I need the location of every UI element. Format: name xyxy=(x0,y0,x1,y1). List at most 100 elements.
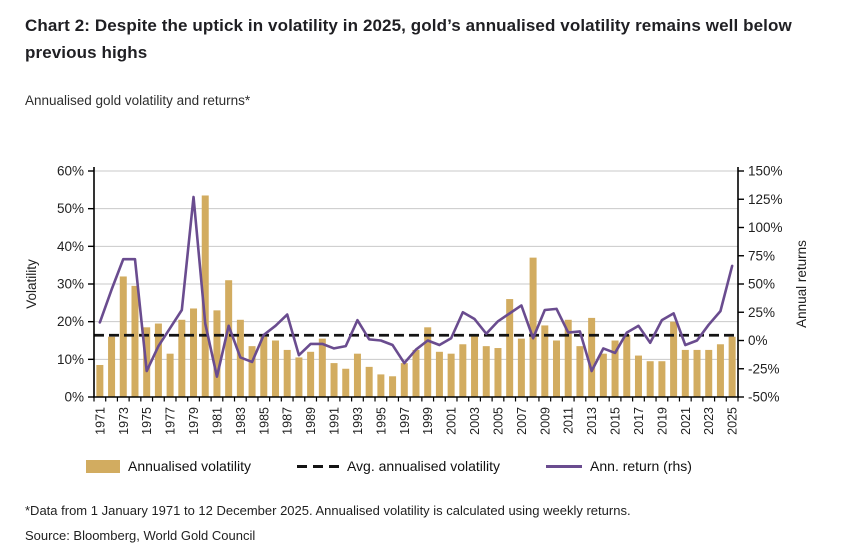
footnote: *Data from 1 January 1971 to 12 December… xyxy=(25,503,631,518)
x-axis-tick-label: 2023 xyxy=(702,407,716,435)
right-axis-title: Annual returns xyxy=(794,240,809,328)
bar-swatch-icon xyxy=(86,459,120,473)
volatility-bar xyxy=(389,376,397,397)
volatility-bar xyxy=(108,336,116,397)
chart-legend: Annualised volatility Avg. annualised vo… xyxy=(86,458,692,474)
x-axis-tick-label: 2013 xyxy=(585,407,599,435)
legend-label-avg: Avg. annualised volatility xyxy=(346,458,501,474)
volatility-bar xyxy=(482,346,490,397)
volatility-bar xyxy=(330,363,338,397)
volatility-bar xyxy=(190,308,198,397)
x-axis-tick-label: 1987 xyxy=(281,407,295,435)
volatility-bar xyxy=(634,355,642,397)
volatility-bar xyxy=(377,374,385,397)
volatility-bar xyxy=(459,344,467,397)
volatility-bar xyxy=(670,321,678,397)
x-axis-tick-label: 2003 xyxy=(468,407,482,435)
volatility-bar xyxy=(213,310,221,397)
volatility-bar xyxy=(529,257,537,397)
volatility-bar xyxy=(576,346,584,397)
volatility-bar xyxy=(658,361,666,397)
volatility-bar xyxy=(271,340,279,397)
volatility-bar xyxy=(119,276,127,397)
line-swatch-icon xyxy=(546,464,583,468)
annual-return-line xyxy=(98,195,734,378)
left-axis-title: Volatility xyxy=(24,259,39,309)
left-axis-tick-label: 50% xyxy=(57,201,84,216)
volatility-bar xyxy=(599,353,607,397)
x-axis-tick-label: 1983 xyxy=(234,407,248,435)
volatility-bar xyxy=(295,357,303,397)
volatility-bar xyxy=(564,319,572,397)
volatility-bar xyxy=(716,344,724,397)
x-axis-tick-label: 1977 xyxy=(164,407,178,435)
x-axis-tick-label: 1995 xyxy=(374,407,388,435)
x-axis-tick-label: 1971 xyxy=(93,407,107,435)
volatility-bar xyxy=(248,346,256,397)
volatility-bar xyxy=(283,349,291,397)
volatility-bar xyxy=(201,195,209,397)
x-axis-tick-label: 2025 xyxy=(726,407,740,435)
left-axis-tick-label: 0% xyxy=(64,390,84,405)
right-axis-tick-label: 125% xyxy=(748,192,783,207)
volatility-bar xyxy=(307,351,315,397)
x-axis-tick-label: 1989 xyxy=(304,407,318,435)
volatility-bar xyxy=(506,299,514,397)
x-axis-tick-label: 1981 xyxy=(210,407,224,435)
volatility-bar xyxy=(693,349,701,397)
x-axis-tick-label: 2009 xyxy=(538,407,552,435)
volatility-bar xyxy=(365,366,373,397)
left-axis-tick-label: 30% xyxy=(57,277,84,292)
volatility-bar xyxy=(471,334,479,397)
x-axis-tick-label: 1991 xyxy=(328,407,342,435)
x-axis-tick-label: 1975 xyxy=(140,407,154,435)
volatility-bar xyxy=(225,280,233,397)
legend-item-annualised-volatility: Annualised volatility xyxy=(86,458,251,474)
volatility-bar xyxy=(435,351,443,397)
right-axis-tick-label: -25% xyxy=(748,361,780,376)
volatility-bar xyxy=(154,323,162,397)
volatility-bar xyxy=(342,368,350,397)
legend-label-return: Ann. return (rhs) xyxy=(590,458,692,474)
volatility-bar xyxy=(131,285,139,397)
x-axis-tick-label: 2015 xyxy=(609,407,623,435)
volatility-bar xyxy=(447,353,455,397)
volatility-bar xyxy=(318,338,326,397)
x-axis-tick-label: 2001 xyxy=(445,407,459,435)
volatility-returns-chart: 60% 50% 40% 30% 20% 10% 0% 150% 125% 100% 75% 50% 25… xyxy=(24,164,809,435)
left-axis-tick-label: 20% xyxy=(57,314,84,329)
volatility-bar xyxy=(517,338,525,397)
right-axis-tick-label: -50% xyxy=(748,390,780,405)
volatility-bar xyxy=(728,336,736,397)
volatility-bar xyxy=(681,349,689,397)
x-axis-tick-label: 1985 xyxy=(257,407,271,435)
volatility-bar xyxy=(541,325,549,397)
x-axis-tick-label: 2011 xyxy=(562,407,576,434)
source-line: Source: Bloomberg, World Gold Council xyxy=(25,528,256,543)
x-axis-tick-label: 1997 xyxy=(398,407,412,435)
left-axis-tick-label: 60% xyxy=(57,164,84,179)
volatility-bar xyxy=(588,317,596,397)
x-axis-tick-label: 2019 xyxy=(655,407,669,435)
volatility-bar xyxy=(646,361,654,397)
x-axis-tick-label: 2021 xyxy=(679,407,693,435)
volatility-bar xyxy=(260,336,268,397)
legend-item-ann-return: Ann. return (rhs) xyxy=(546,458,692,474)
volatility-bar xyxy=(166,353,174,397)
volatility-bar xyxy=(623,334,631,397)
volatility-bar xyxy=(412,349,420,397)
volatility-bar xyxy=(400,363,408,397)
volatility-bar xyxy=(553,340,561,397)
left-axis-tick-label: 40% xyxy=(57,239,84,254)
chart-subtitle: Annualised gold volatility and returns* xyxy=(25,93,251,108)
x-axis-tick-label: 1973 xyxy=(117,407,131,435)
volatility-bar xyxy=(178,319,186,397)
x-axis-tick-label: 1993 xyxy=(351,407,365,435)
dashed-line-swatch-icon xyxy=(296,464,339,468)
legend-label-volatility: Annualised volatility xyxy=(128,458,251,474)
volatility-bar xyxy=(705,349,713,397)
x-axis-tick-label: 2017 xyxy=(632,407,646,435)
volatility-bar xyxy=(424,327,432,397)
right-axis-tick-label: 25% xyxy=(748,305,775,320)
